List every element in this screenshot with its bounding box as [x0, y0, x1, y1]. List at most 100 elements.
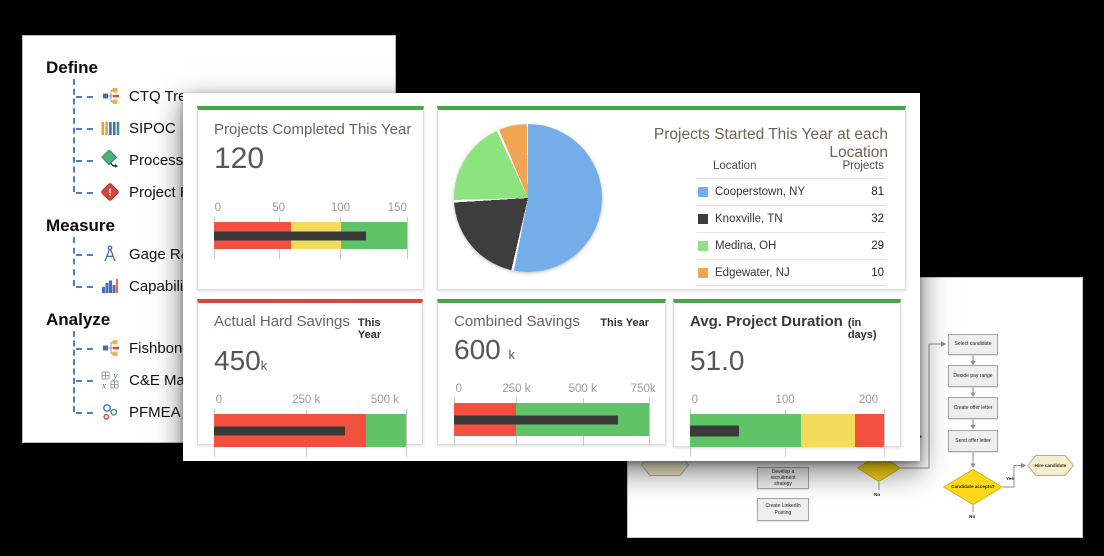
axis-tick-label: 250 k: [502, 383, 531, 395]
axis-tick-label: 0: [455, 383, 463, 395]
gage-rr-icon: [100, 244, 120, 264]
pfmea-circles-icon: [100, 402, 120, 422]
flow-node-decide-pay-range[interactable]: Decide pay range: [948, 365, 998, 387]
axis-tick-label: 200: [858, 394, 879, 406]
legend-value: 81: [871, 186, 884, 198]
bullet-measure-bar: [454, 415, 618, 424]
tree-item-project-risk[interactable]: ! Project R: [73, 176, 395, 208]
widget-value: 120: [214, 142, 265, 175]
bullet-range-yellow: [800, 414, 855, 447]
axis-tick-label: 0: [215, 394, 222, 406]
widget-projects-completed[interactable]: Projects Completed This Year 120 0 50 10…: [197, 106, 424, 290]
flow-label-no: No: [874, 492, 881, 497]
widget-value: 600 k: [454, 334, 515, 365]
axis-gridline: [406, 409, 407, 457]
axis-tick-label: 100: [330, 202, 350, 214]
flow-node-select-candidate[interactable]: Select candidate: [948, 334, 998, 355]
tree-item-capability[interactable]: Capabilit: [73, 270, 395, 302]
svg-text:!: !: [108, 188, 111, 199]
legend-row[interactable]: Edgewater, NJ 10: [696, 259, 886, 286]
legend-header-location: Location: [713, 160, 757, 172]
tree-item-label: SIPOC: [129, 119, 176, 137]
bullet-range-red: [854, 414, 884, 447]
sipoc-icon: [100, 118, 120, 138]
legend-chip: [698, 267, 708, 278]
legend-label: Knoxville, TN: [715, 213, 783, 225]
pie-legend: Location Projects Cooperstown, NY 81 Kno…: [696, 160, 886, 286]
tree-item-fishbone[interactable]: Fishbone: [73, 332, 395, 364]
project-risk-icon: !: [100, 182, 120, 202]
widget-unit: k: [260, 358, 268, 373]
axis-tick-label: 500 k: [370, 394, 399, 406]
widget-value: 51.0: [690, 345, 745, 376]
legend-value: 10: [871, 266, 884, 279]
flow-node-develop-strategy[interactable]: Develop a recruitment strategy: [757, 467, 809, 489]
bullet-measure-bar: [214, 426, 345, 435]
widget-avg-project-duration[interactable]: Avg. Project Duration (in days) 51.0 0 1…: [673, 299, 901, 457]
widget-title: Combined Savings: [454, 313, 580, 330]
bullet-measure-bar: [690, 425, 739, 436]
axis-tick-label: 500 k: [568, 383, 597, 395]
process-map-icon: [100, 149, 120, 170]
axis-tick-label: 750k: [630, 383, 656, 395]
tree-item-label: CTQ Tree: [129, 87, 195, 105]
widget-actual-hard-savings[interactable]: Actual Hard Savings This Year 450k 0 250…: [197, 299, 423, 457]
tree-item-label: Fishbone: [129, 339, 191, 357]
dashboard-panel: Projects Completed This Year 120 0 50 10…: [183, 93, 920, 461]
tree-item-sipoc[interactable]: SIPOC: [73, 112, 395, 144]
legend-value: 29: [871, 240, 884, 252]
flow-label-yes: Yes: [1006, 476, 1014, 481]
legend-value: 32: [871, 213, 884, 225]
axis-tick-label: 250 k: [292, 394, 321, 406]
tree-item-ctq-tree[interactable]: CTQ Tree: [73, 80, 395, 112]
tree-item-pfmea[interactable]: PFMEA (F: [73, 396, 395, 428]
widget-combined-savings[interactable]: Combined Savings This Year 600 k 0 250 k…: [437, 299, 666, 446]
legend-row[interactable]: Knoxville, TN 32: [696, 205, 886, 232]
widget-projects-by-location[interactable]: Projects Started This Year at each Locat…: [437, 106, 906, 290]
flow-node-create-posting[interactable]: Create LinkedIn Posting: [757, 498, 809, 521]
ctq-tree-icon: [100, 86, 120, 106]
axis-tick-label: 50: [272, 202, 286, 214]
axis-tick-label: 0: [691, 394, 699, 406]
flow-connector-lines: [878, 341, 1027, 512]
widget-value: 450k: [214, 345, 268, 376]
bullet-chart-actual-hard-savings: 0 250 k 500 k: [214, 394, 407, 457]
legend-chip: [698, 241, 708, 251]
legend-label: Medina, OH: [715, 240, 777, 252]
svg-text:x: x: [101, 381, 106, 391]
tree-item-label: Capabilit: [129, 277, 188, 295]
svg-text:y: y: [113, 371, 118, 381]
axis-gridline: [884, 409, 885, 457]
widget-title: Avg. Project Duration: [690, 313, 843, 330]
tree-item-label: Process M: [129, 151, 200, 169]
tree-branch: CTQ Tree SIPOC Process M ! Project R: [73, 79, 395, 208]
flow-node-hire-candidate[interactable]: Hire candidate: [1027, 455, 1074, 476]
bullet-measure-bar: [214, 231, 367, 240]
axis-tick-label: 0: [214, 202, 222, 214]
legend-header-projects: Projects: [842, 160, 884, 172]
axis-tick-label: 100: [775, 394, 795, 406]
legend-chip: [698, 214, 708, 224]
widget-title: Projects Completed This Year: [214, 121, 412, 138]
fishbone-icon: [100, 338, 120, 358]
pie-chart: [454, 124, 602, 272]
legend-row[interactable]: Cooperstown, NY 81: [696, 178, 886, 205]
tree-item-label: Project R: [129, 183, 191, 201]
widget-title: Actual Hard Savings: [214, 313, 350, 330]
tree-section-define: Define: [46, 58, 98, 77]
legend-row[interactable]: Medina, OH 29: [696, 232, 886, 259]
tree-item-process-map[interactable]: Process M: [73, 144, 395, 176]
bullet-range-green: [365, 414, 406, 447]
legend-label: Cooperstown, NY: [715, 186, 806, 198]
flow-node-send-offer-letter[interactable]: Send offer letter: [948, 430, 998, 452]
axis-gridline: [649, 398, 650, 446]
widget-subtitle: (in days): [847, 317, 877, 341]
flow-node-create-offer-letter[interactable]: Create offer letter: [948, 397, 998, 419]
axis-gridline: [407, 217, 408, 259]
widget-period: This Year: [357, 317, 382, 341]
tree-section-analyze: Analyze: [46, 310, 111, 329]
tree-item-label: C&E Matr: [129, 371, 195, 389]
